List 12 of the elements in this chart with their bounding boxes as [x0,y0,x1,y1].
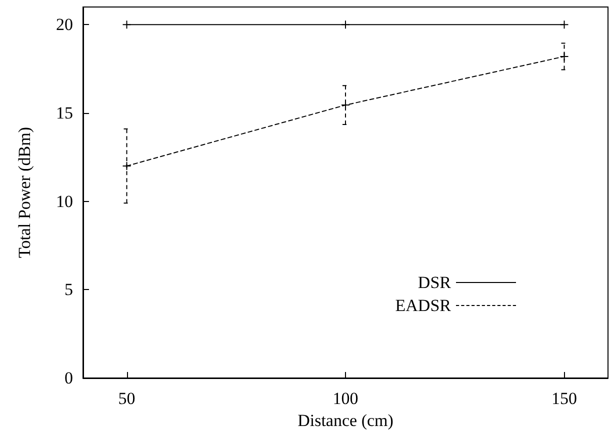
x-tick-label: 50 [118,389,136,408]
legend-label: DSR [418,273,452,292]
x-tick-label: 150 [552,389,577,408]
x-tick-label: 100 [332,389,358,408]
y-tick-label: 5 [64,280,73,300]
y-axis-title: Total Power (dBm) [15,126,34,258]
y-tick-label: 20 [56,15,73,34]
y-tick-label: 15 [56,104,73,122]
y-tick-label: 10 [56,192,73,211]
x-axis-title: Distance (cm) [298,411,394,430]
legend-label: EADSR [395,296,452,315]
y-tick-label: 0 [64,368,73,388]
